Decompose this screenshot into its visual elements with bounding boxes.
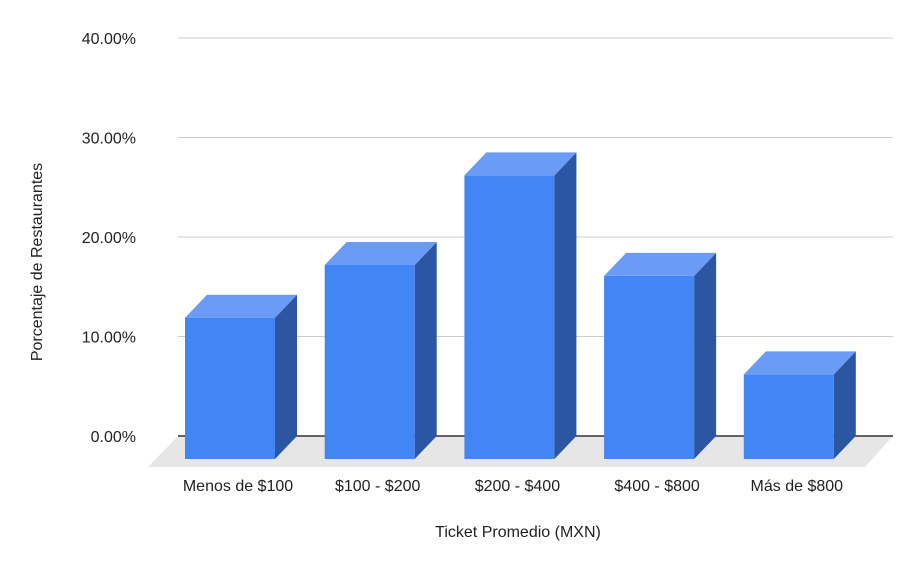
y-tick-label: 30.00% [82,131,136,148]
bar [604,252,717,459]
bar-top-face [185,294,297,318]
bars [185,152,856,460]
bar-top-face [324,241,437,265]
bar-front-face [743,374,834,459]
x-tick-label: $100 - $200 [335,478,421,495]
bar-front-face [185,317,275,459]
x-tick-label: $400 - $800 [614,478,700,495]
y-tick-label: 40.00% [82,31,136,48]
bar [464,152,577,460]
y-tick-label: 10.00% [82,330,136,347]
y-tick-label: 0.00% [91,429,136,446]
bar [185,294,297,459]
bar-front-face [324,264,415,459]
x-tick-label: Más de $800 [751,478,844,495]
bar-side-face [414,241,437,459]
x-tick-label: Menos de $100 [183,478,293,495]
y-axis-title: Porcentaje de Restaurantes [29,163,46,361]
bar-front-face [604,275,695,459]
bar-side-face [694,252,717,459]
bar-side-face [554,152,577,460]
bar-front-face [464,175,555,460]
bar-side-face [833,351,856,459]
x-axis-title: Ticket Promedio (MXN) [435,524,601,541]
bar [324,241,437,459]
bar-top-face [743,351,856,375]
bar-side-face [275,294,297,459]
bar-top-face [604,252,717,276]
y-tick-labels: 0.00% 10.00% 20.00% 30.00% 40.00% [82,31,136,446]
y-tick-label: 20.00% [82,230,136,247]
x-tick-label: $200 - $400 [475,478,561,495]
bar-top-face [464,152,577,176]
x-tick-labels: Menos de $100 $100 - $200 $200 - $400 $400 … [183,478,843,495]
bar [743,351,856,459]
